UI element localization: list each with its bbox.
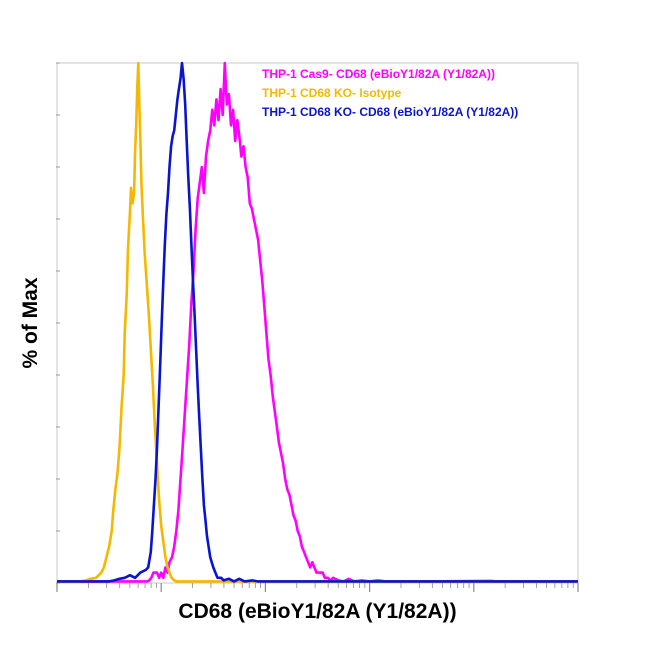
- legend-entry-2: THP-1 CD68 KO- Isotype: [262, 86, 402, 100]
- series-line-2: [57, 61, 578, 583]
- plot-area: [56, 62, 579, 584]
- y-axis-title: % of Max: [19, 277, 42, 368]
- legend-entry-3: THP-1 CD68 KO- CD68 (eBioY1/82A (Y1/82A)…: [262, 105, 518, 119]
- legend: THP-1 Cas9- CD68 (eBioY1/82A (Y1/82A)) TH…: [262, 67, 518, 119]
- x-axis-title: CD68 (eBioY1/82A (Y1/82A)): [178, 600, 456, 623]
- series-line-1: [57, 61, 578, 583]
- series-layer: [57, 61, 578, 583]
- series-line-3: [57, 61, 578, 583]
- legend-entry-1: THP-1 Cas9- CD68 (eBioY1/82A (Y1/82A)): [262, 67, 495, 81]
- x-axis-ticks: [56, 583, 579, 592]
